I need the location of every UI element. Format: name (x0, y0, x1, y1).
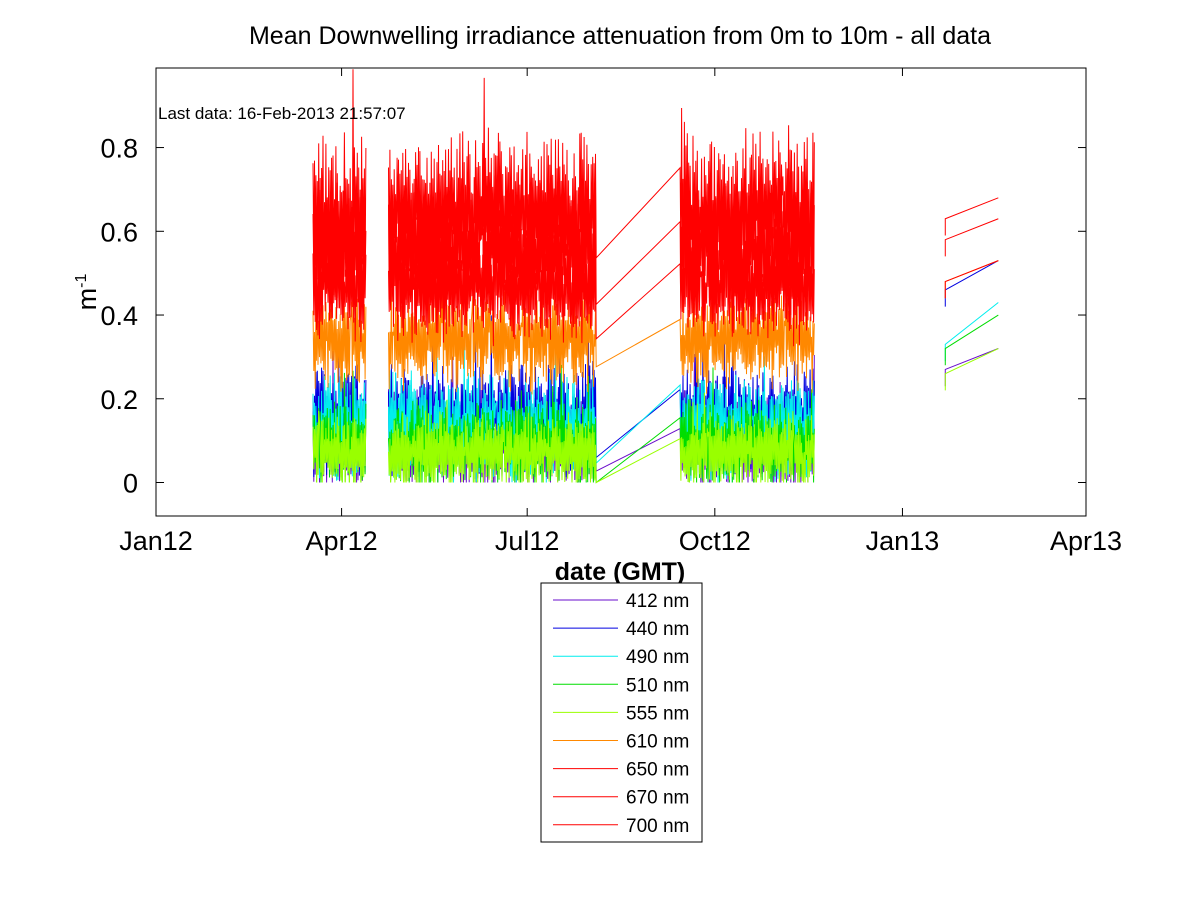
series-line (388, 392, 815, 484)
svg-text:m-1: m-1 (72, 274, 102, 311)
legend-label: 650 nm (626, 760, 689, 781)
last-data-annotation: Last data: 16-Feb-2013 21:57:07 (158, 104, 406, 123)
legend-label: 490 nm (626, 647, 689, 668)
x-tick-label: Jan12 (119, 526, 193, 556)
x-tick-label: Jul12 (495, 526, 560, 556)
chart-title: Mean Downwelling irradiance attenuation … (249, 22, 991, 50)
x-tick-label: Apr12 (306, 526, 378, 556)
series-line (388, 77, 815, 305)
y-tick-label: 0.4 (100, 301, 138, 331)
legend-label: 700 nm (626, 816, 689, 837)
series-line (944, 260, 999, 299)
series-555-nm (312, 348, 999, 484)
series-line (388, 364, 815, 484)
y-axis-label: m-1 (72, 274, 102, 311)
series-line (388, 260, 815, 395)
y-axis-label-exponent: -1 (73, 274, 90, 288)
series-line (944, 197, 999, 236)
legend-label: 412 nm (626, 591, 689, 612)
y-tick-label: 0.6 (100, 217, 138, 247)
x-axis-label: date (GMT) (555, 558, 686, 586)
series-line (944, 314, 999, 366)
legend-label: 440 nm (626, 619, 689, 640)
series-line (944, 260, 999, 307)
legend: 412 nm 440 nm 490 nm 510 nm 555 nm 610 nm 650 … (540, 582, 703, 843)
series-line (312, 69, 367, 303)
series-line (944, 348, 999, 391)
x-tick-label: Jan13 (866, 526, 940, 556)
plot-area (155, 67, 1087, 517)
series-line (312, 410, 367, 483)
series-line (944, 260, 999, 299)
x-tick-label: Apr13 (1050, 526, 1122, 556)
axes-box (155, 67, 1087, 517)
y-axis-label-base: m (72, 288, 102, 311)
legend-label: 610 nm (626, 732, 689, 753)
series-line (944, 348, 999, 387)
legend-label: 510 nm (626, 675, 689, 696)
x-tick-label: Oct12 (679, 526, 751, 556)
series-700-nm (312, 69, 999, 305)
y-tick-label: 0.8 (100, 134, 138, 164)
series-line (944, 218, 999, 257)
legend-label: 555 nm (626, 703, 689, 724)
legend-label: 670 nm (626, 788, 689, 809)
y-tick-label: 0.2 (100, 385, 138, 415)
y-tick-label: 0 (123, 469, 138, 499)
